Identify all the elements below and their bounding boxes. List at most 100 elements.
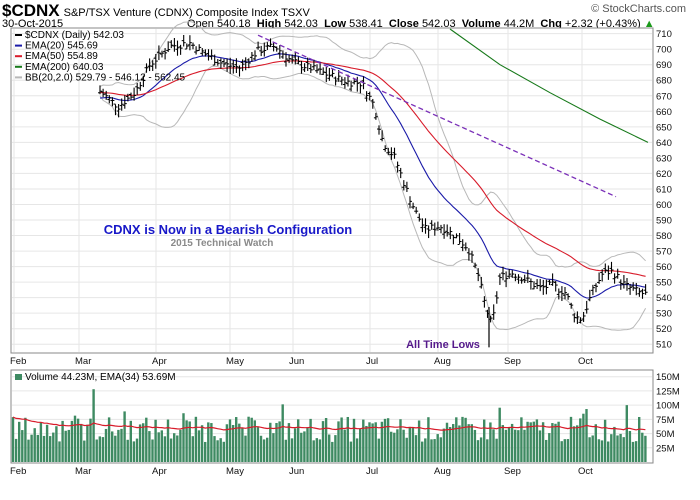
price-x-tick: Jul (366, 356, 378, 367)
symbol-title: $CDNX S&P/TSX Venture (CDNX) Composite In… (2, 1, 310, 21)
volume-bar (625, 405, 628, 462)
price-y-tick: 640 (656, 138, 672, 149)
price-x-axis: Feb Mar Apr May Jun Jul Aug Sep Oct (10, 356, 593, 367)
volume-bar (200, 425, 204, 462)
volume-bar (597, 439, 601, 462)
volume-bar (328, 434, 331, 462)
volume-bar (386, 418, 390, 462)
volume-bar (160, 430, 163, 462)
volume-bar (489, 422, 492, 462)
price-y-tick: 590 (656, 216, 672, 227)
volume-bar (219, 438, 222, 462)
volume-bar (36, 434, 39, 462)
volume-bar (526, 421, 529, 462)
volume-bar (176, 435, 179, 462)
volume-bars (11, 389, 647, 462)
volume-bar (557, 421, 560, 462)
volume-bar (262, 439, 266, 462)
price-y-tick: 700 (656, 45, 672, 56)
volume-bar (439, 437, 442, 462)
volume-bar (89, 418, 92, 462)
price-y-tick: 690 (656, 60, 672, 71)
volume-bar (321, 421, 325, 462)
volume-bar (448, 427, 452, 462)
price-x-tick: Jun (289, 356, 304, 367)
volume-bar (603, 419, 607, 462)
price-x-tick: Sep (504, 356, 521, 367)
volume-bar (517, 430, 520, 462)
volume-bar (591, 435, 594, 462)
volume-bar (49, 436, 52, 462)
volume-bar (182, 413, 185, 462)
volume-bar (532, 421, 535, 462)
volume-bar (337, 421, 340, 462)
high-label: High (256, 18, 282, 30)
volume-bar (548, 433, 551, 462)
volume-bar (380, 421, 384, 462)
volume-bar (514, 429, 517, 462)
volume-ema-line (12, 416, 646, 431)
volume-bar (70, 420, 74, 462)
volume-bar (309, 418, 312, 462)
open-label: Open (187, 18, 214, 30)
volume-bar (45, 424, 49, 462)
volume-bar (145, 417, 148, 462)
price-y-tick: 610 (656, 184, 672, 195)
close-value: 542.03 (421, 18, 456, 30)
volume-bar (405, 437, 408, 462)
volume-bar (619, 433, 622, 462)
volume-bar (492, 429, 495, 462)
volume-bar (436, 434, 439, 462)
price-y-axis: 510 520 530 540 550 560 570 580 590 600 610 620 630 6… (656, 29, 672, 351)
volume-ema34-line (12, 416, 646, 431)
legend-swatch (15, 65, 22, 68)
chg-label: Chg (540, 18, 562, 30)
volume-bar (433, 439, 436, 462)
price-y-tick: 510 (656, 340, 672, 351)
volume-bar (352, 418, 356, 462)
volume-y-axis: 25M 50M 75M 100M 125M 150M (656, 372, 680, 454)
price-y-tick: 650 (656, 122, 672, 133)
legend-label: EMA(20) 545.69 (25, 41, 98, 52)
volume-bar (507, 427, 511, 462)
legend-swatch (15, 76, 22, 79)
volume-bar (123, 411, 126, 462)
volume-bar (117, 429, 120, 462)
legend-label: EMA(200) 640.03 (25, 62, 104, 73)
volume-bar (142, 423, 145, 462)
volume-bar (24, 417, 27, 462)
volume-bar (148, 431, 151, 462)
volume-x-tick: Aug (434, 466, 451, 477)
volume-bar (383, 418, 387, 462)
volume-bar (554, 423, 557, 462)
volume-bar (293, 428, 297, 462)
price-x-tick: Feb (10, 356, 26, 367)
volume-bar (76, 418, 80, 462)
volume-bar (588, 437, 591, 462)
price-x-tick: Mar (75, 356, 91, 367)
volume-bar (424, 438, 427, 462)
volume-bar (563, 439, 566, 462)
volume-bar (417, 420, 421, 462)
volume-bar (86, 424, 89, 462)
volume-bar (275, 422, 278, 462)
volume-bar (284, 439, 287, 462)
legend-swatch (15, 34, 22, 36)
volume-bar (204, 441, 207, 462)
stockcharts-credit[interactable]: © StockCharts.com (591, 3, 686, 15)
volume-bar (476, 440, 480, 462)
ema20-line (99, 53, 646, 299)
bb-upper (99, 20, 646, 268)
volume-bar (120, 428, 123, 462)
volume-bar (644, 435, 647, 462)
volume-bar (92, 389, 95, 462)
volume-x-tick: Oct (578, 466, 593, 477)
quote-summary: Open 540.18 High 542.03 Low 538.41 Close… (187, 18, 655, 30)
volume-bar (427, 417, 430, 462)
annotation-bearish: CDNX is Now in a Bearish Configuration (104, 222, 353, 237)
volume-bar (430, 439, 433, 462)
volume-bar (523, 429, 526, 462)
volume-bar (582, 413, 585, 462)
